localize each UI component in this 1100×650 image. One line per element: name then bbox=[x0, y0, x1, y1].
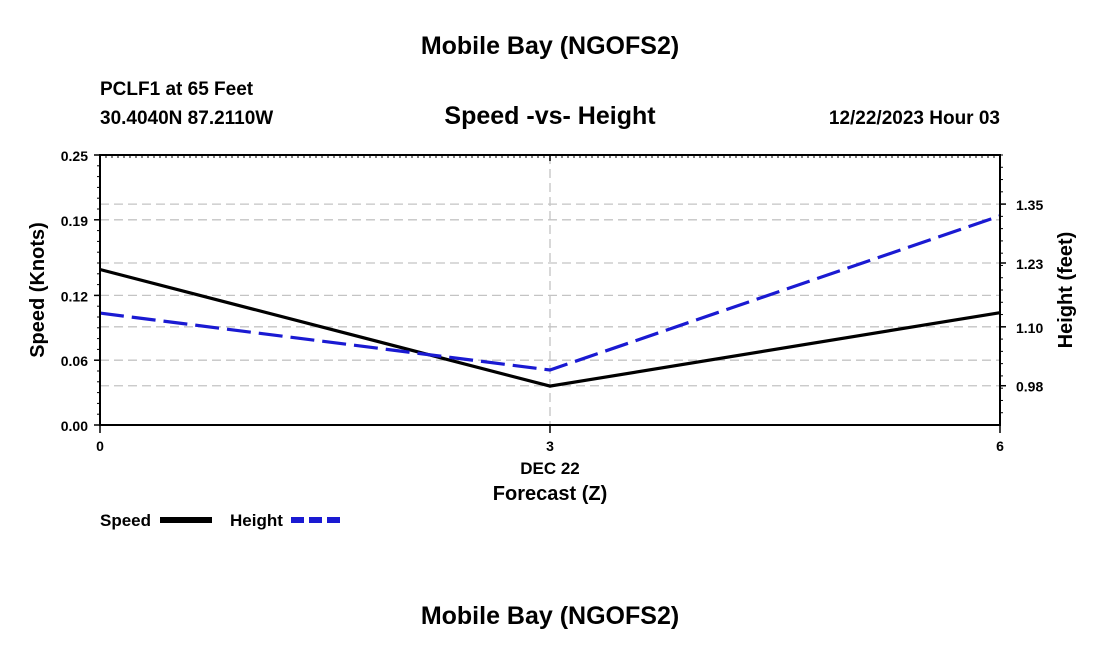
y-left-tick-label: 0.25 bbox=[61, 148, 88, 164]
y-axis-left-label: Speed (Knots) bbox=[27, 222, 49, 358]
y-left-tick-label: 0.00 bbox=[61, 418, 88, 434]
footer-title: Mobile Bay (NGOFS2) bbox=[421, 602, 679, 630]
y-right-tick-label: 0.98 bbox=[1016, 379, 1043, 395]
legend-label-speed: Speed bbox=[100, 511, 151, 530]
station-coords: 30.4040N 87.2110W bbox=[100, 108, 273, 129]
legend-label-height: Height bbox=[230, 511, 283, 530]
timestamp: 12/22/2023 Hour 03 bbox=[829, 108, 1000, 129]
y-left-tick-label: 0.19 bbox=[61, 213, 88, 229]
y-axis-right-label: Height (feet) bbox=[1055, 232, 1077, 349]
y-right-tick-label: 1.10 bbox=[1016, 320, 1043, 336]
x-axis-label: Forecast (Z) bbox=[493, 483, 607, 505]
y-left-tick-label: 0.06 bbox=[61, 353, 88, 369]
legend: Speed Height bbox=[100, 511, 342, 530]
y-left-tick-label: 0.12 bbox=[61, 288, 88, 304]
x-tick-label: 0 bbox=[96, 438, 104, 454]
y-right-tick-label: 1.35 bbox=[1016, 197, 1043, 213]
x-date-label: DEC 22 bbox=[520, 459, 580, 478]
y-right-tick-label: 1.23 bbox=[1016, 256, 1043, 272]
page-title: Mobile Bay (NGOFS2) bbox=[421, 32, 679, 60]
x-tick-label: 3 bbox=[546, 438, 554, 454]
axis-ticks: 0.00 0.06 0.12 0.19 0.25 0.98 1.10 1.23 1.35 0 3 6 bbox=[61, 148, 1044, 454]
chart-subtitle: Speed -vs- Height bbox=[444, 102, 656, 130]
station-label: PCLF1 at 65 Feet bbox=[100, 79, 254, 100]
x-tick-label: 6 bbox=[996, 438, 1004, 454]
